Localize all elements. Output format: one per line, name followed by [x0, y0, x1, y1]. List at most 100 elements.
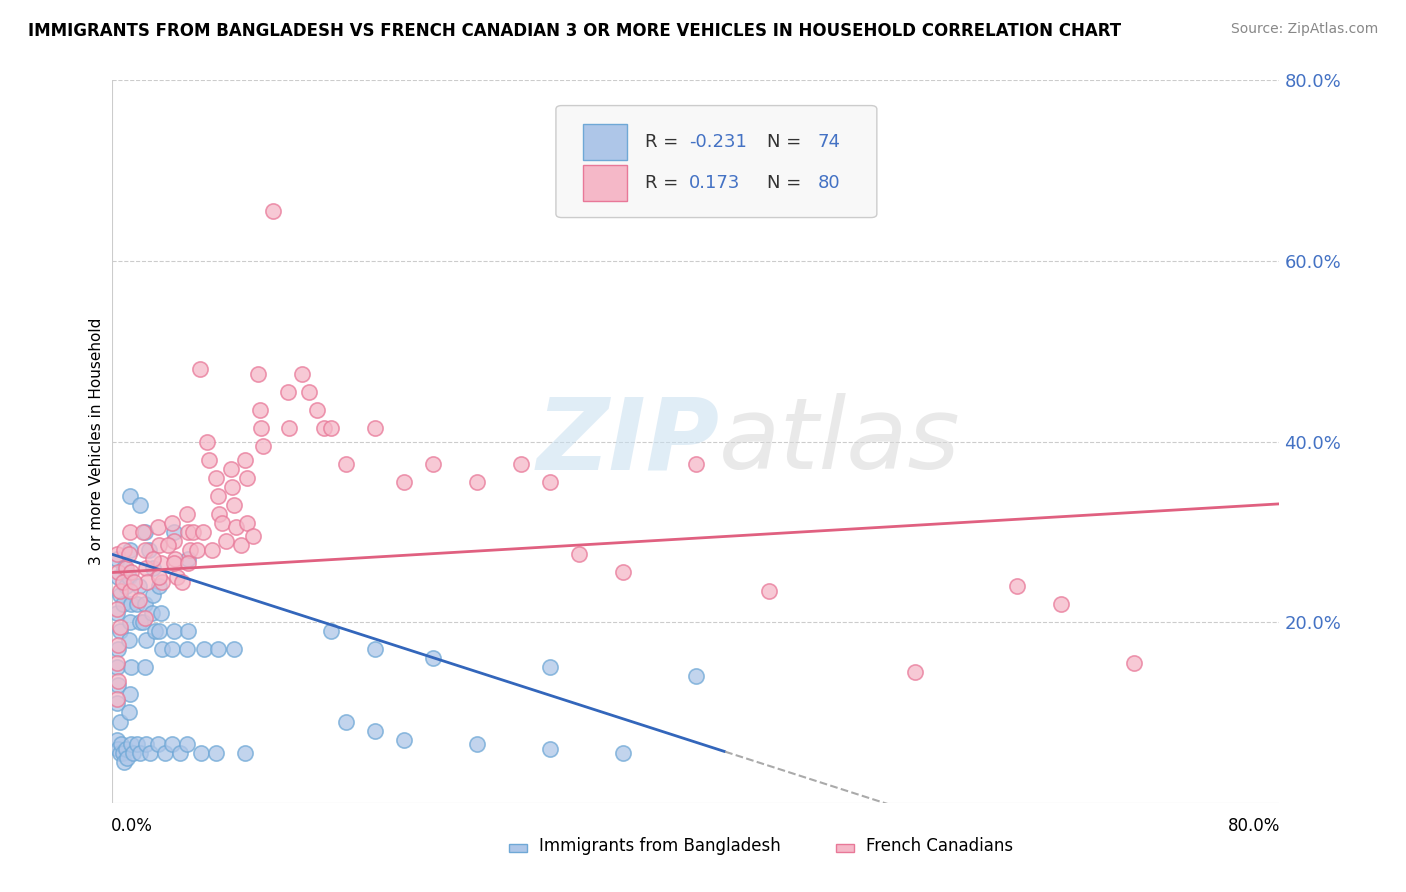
Point [150, 574, 173, 589]
Point [134, 660, 156, 674]
Point [120, 660, 142, 674]
Point [111, 746, 134, 760]
Point [127, 597, 149, 611]
Point [321, 624, 343, 639]
Point [129, 746, 152, 760]
Point [132, 615, 155, 630]
Point [114, 561, 136, 575]
Point [135, 633, 157, 648]
Point [142, 552, 165, 566]
Point [538, 660, 561, 674]
Point [207, 489, 229, 503]
Text: IMMIGRANTS FROM BANGLADESH VS FRENCH CANADIAN 3 OR MORE VEHICLES IN HOUSEHOLD CO: IMMIGRANTS FROM BANGLADESH VS FRENCH CAN… [28, 22, 1121, 40]
Point [201, 542, 224, 557]
Point [176, 737, 198, 751]
FancyBboxPatch shape [837, 844, 853, 852]
Point [122, 746, 145, 760]
Point [169, 746, 191, 760]
Point [394, 732, 416, 747]
Point [105, 548, 128, 562]
Text: 0.0%: 0.0% [111, 817, 153, 835]
Point [207, 642, 229, 657]
Point [107, 570, 129, 584]
Point [177, 524, 200, 539]
Point [105, 601, 128, 615]
Text: 80: 80 [817, 174, 839, 192]
Point [229, 538, 252, 552]
Point [215, 533, 238, 548]
Point [163, 624, 186, 639]
Point [105, 656, 128, 670]
Text: ZIP: ZIP [536, 393, 720, 490]
Point [335, 457, 357, 471]
Point [465, 737, 488, 751]
Point [143, 624, 166, 639]
Point [127, 737, 149, 751]
Point [188, 362, 211, 376]
Text: Source: ZipAtlas.com: Source: ZipAtlas.com [1230, 22, 1378, 37]
Point [177, 624, 200, 639]
Point [179, 542, 201, 557]
Point [249, 403, 271, 417]
Text: N =: N = [768, 174, 807, 192]
Text: 80.0%: 80.0% [1229, 817, 1281, 835]
Text: R =: R = [644, 133, 683, 151]
Point [105, 552, 128, 566]
Point [233, 452, 256, 467]
Point [148, 570, 170, 584]
Point [250, 421, 273, 435]
FancyBboxPatch shape [555, 105, 877, 218]
Text: R =: R = [644, 174, 683, 192]
Point [197, 452, 219, 467]
Point [115, 750, 138, 764]
Point [904, 665, 927, 679]
Point [141, 606, 163, 620]
Point [108, 588, 131, 602]
Point [205, 746, 228, 760]
Point [208, 507, 231, 521]
Point [149, 557, 172, 571]
Point [105, 732, 128, 747]
Point [162, 516, 184, 530]
Point [162, 737, 184, 751]
Text: -0.231: -0.231 [689, 133, 747, 151]
Point [298, 384, 321, 399]
Point [148, 579, 170, 593]
Point [276, 384, 298, 399]
Point [148, 538, 170, 552]
Point [134, 542, 156, 557]
Point [107, 678, 129, 692]
Point [105, 692, 128, 706]
FancyBboxPatch shape [509, 844, 527, 852]
Point [364, 723, 387, 738]
Point [465, 475, 488, 490]
Point [107, 566, 129, 580]
Text: 74: 74 [817, 133, 841, 151]
Point [509, 457, 531, 471]
Point [129, 615, 152, 630]
Point [394, 475, 416, 490]
Text: 0.173: 0.173 [689, 174, 741, 192]
Point [138, 542, 160, 557]
Point [321, 421, 343, 435]
Point [422, 457, 444, 471]
Point [132, 524, 155, 539]
Point [105, 660, 128, 674]
Point [156, 538, 179, 552]
Point [176, 642, 198, 657]
Point [142, 561, 165, 575]
Y-axis label: 3 or more Vehicles in Household: 3 or more Vehicles in Household [89, 318, 104, 566]
Point [163, 557, 186, 571]
Point [135, 561, 157, 575]
Point [165, 552, 187, 566]
Point [193, 642, 215, 657]
Point [108, 583, 131, 598]
Point [110, 737, 132, 751]
Point [111, 574, 134, 589]
Point [112, 561, 135, 575]
Point [112, 755, 135, 769]
Point [172, 574, 194, 589]
Point [117, 548, 139, 562]
Point [150, 642, 173, 657]
Point [312, 421, 335, 435]
